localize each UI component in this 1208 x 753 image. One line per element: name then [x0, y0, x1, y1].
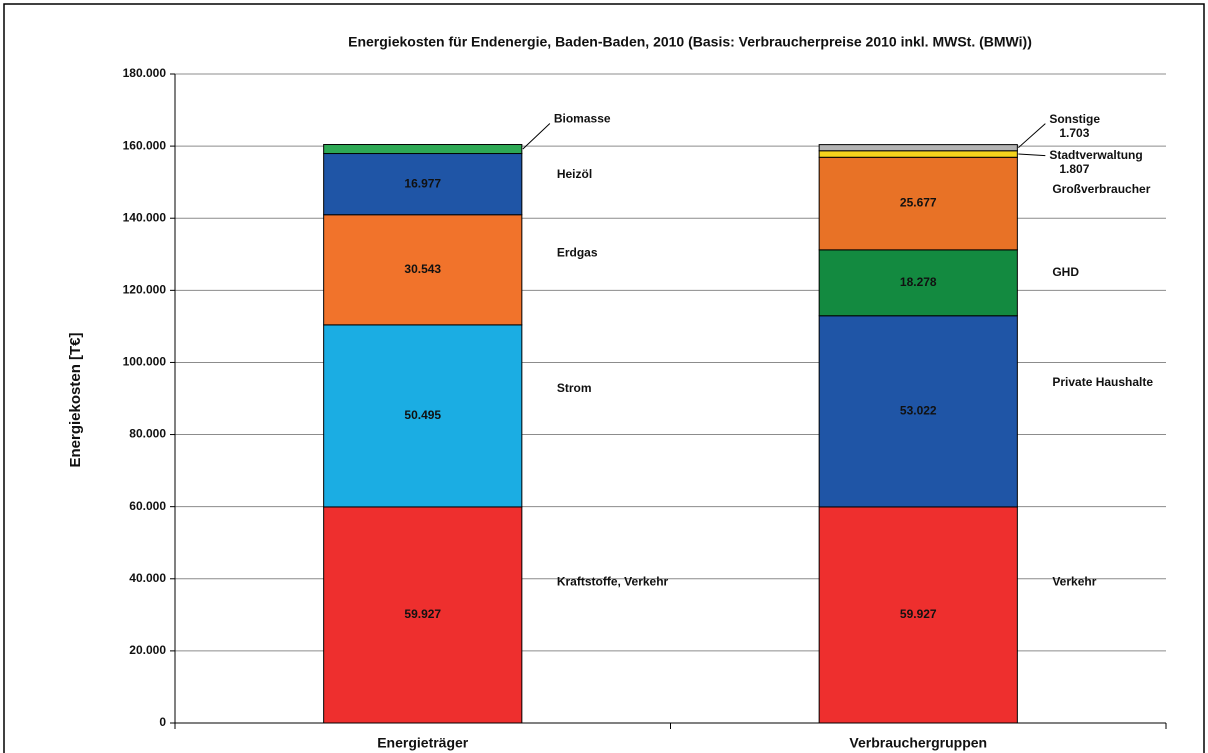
y-axis-title: Energiekosten [T€] — [67, 332, 84, 467]
value-label: 1.807 — [1059, 162, 1089, 176]
value-label: 25.677 — [900, 196, 937, 210]
segment-label: Heizöl — [557, 167, 592, 181]
y-tick-label: 160.000 — [123, 138, 167, 152]
y-tick-label: 60.000 — [129, 499, 166, 513]
bar-segment — [818, 150, 1018, 158]
bar-segment — [818, 144, 1018, 152]
x-tick-label: Verbrauchergruppen — [849, 735, 987, 751]
value-label: 50.495 — [404, 408, 441, 422]
bar-segment — [818, 156, 1018, 251]
leader-line — [522, 123, 551, 150]
bar-segment — [323, 144, 523, 155]
bar-segment — [323, 153, 523, 216]
value-label: 1.703 — [1059, 126, 1089, 140]
segment-label: Kraftstoffe, Verkehr — [557, 575, 669, 589]
bar-segment — [818, 506, 1018, 724]
y-tick-label: 80.000 — [129, 427, 166, 441]
segment-label: GHD — [1052, 265, 1079, 279]
y-tick-label: 180.000 — [123, 66, 167, 80]
segment-label: Private Haushalte — [1052, 375, 1153, 389]
leader-line — [1018, 123, 1046, 149]
value-label: 53.022 — [900, 404, 937, 418]
segment-label: Biomasse — [554, 112, 611, 126]
y-tick-label: 20.000 — [129, 643, 166, 657]
segment-label: Großverbraucher — [1052, 182, 1150, 196]
value-label: 59.927 — [900, 607, 937, 621]
value-label: 16.977 — [404, 176, 441, 190]
chart-title: Energiekosten für Endenergie, Baden-Bade… — [348, 34, 1032, 50]
y-tick-label: 0 — [159, 715, 166, 729]
value-label: 30.543 — [404, 262, 441, 276]
segment-label: Sonstige — [1049, 112, 1100, 126]
segment-label: Verkehr — [1052, 575, 1096, 589]
value-label: 59.927 — [404, 607, 441, 621]
segment-label: Erdgas — [557, 245, 598, 259]
segment-label: Stadtverwaltung — [1049, 148, 1142, 162]
bar-segment — [323, 214, 523, 326]
segment-label: Strom — [557, 381, 592, 395]
bar-segment — [818, 315, 1018, 508]
y-tick-label: 140.000 — [123, 210, 167, 224]
y-tick-label: 100.000 — [123, 355, 167, 369]
bar-segment — [818, 249, 1018, 317]
leader-line — [1018, 153, 1046, 157]
bar-segment — [323, 506, 523, 724]
value-label: 18.278 — [900, 275, 937, 289]
bar-segment — [323, 324, 523, 508]
x-tick-label: Energieträger — [377, 735, 469, 751]
y-tick-label: 40.000 — [129, 571, 166, 585]
y-tick-label: 120.000 — [123, 283, 167, 297]
